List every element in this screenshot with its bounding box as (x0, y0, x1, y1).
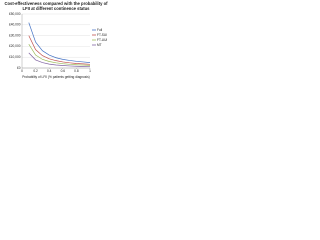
legend-label: FT-SUI (97, 33, 107, 37)
x-tick-label: 0.6 (61, 69, 66, 73)
series-line (28, 35, 91, 65)
chart-title: Cost-effectiveness compared with the pro… (4, 1, 108, 11)
x-tick-label: 0.8 (74, 69, 79, 73)
y-tick-label: £0 (17, 66, 21, 70)
x-tick-label: 1 (89, 69, 91, 73)
legend-label: MT (97, 43, 102, 47)
chart: Cost-effectiveness compared with the pro… (4, 1, 108, 79)
x-tick-label: 0.2 (33, 69, 38, 73)
x-tick-label: 0 (21, 69, 23, 73)
y-tick-label: £30,000 (9, 33, 21, 37)
series-line (28, 22, 91, 63)
x-axis-title: Probability of LFII (% patients getting … (22, 75, 90, 79)
y-tick-label: £10,000 (9, 55, 21, 59)
series-line (28, 44, 91, 66)
x-tick-label: 0.4 (47, 69, 52, 73)
legend-label: Full (97, 28, 102, 32)
legend-label: FT-UUI (97, 38, 107, 42)
y-tick-label: £40,000 (9, 23, 21, 27)
y-tick-label: £50,000 (9, 12, 21, 16)
series-line (28, 52, 91, 68)
page: {"chart_data": {"type": "line", "title":… (0, 0, 320, 80)
y-tick-label: £20,000 (9, 44, 21, 48)
